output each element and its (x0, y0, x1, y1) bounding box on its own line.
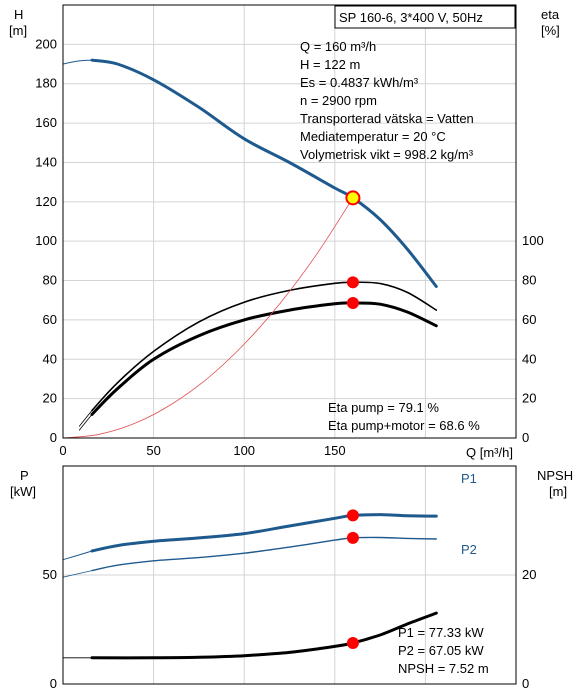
eta-total-ext-curve (78, 414, 93, 431)
bottom-left-axis-label-2: [kW] (10, 484, 36, 499)
y-left-tick-label: 200 (35, 36, 57, 51)
bottom-y-left-tick-label: 0 (50, 676, 57, 691)
operating-info: Q = 160 m³/h H = 122 m Es = 0.4837 kWh/m… (300, 39, 474, 162)
top-plot-frame (62, 4, 517, 439)
p1-series-label: P1 (461, 471, 477, 486)
head-curve (90, 58, 438, 288)
top-grid (63, 5, 516, 438)
bottom-y-right-tick-label: 20 (522, 567, 536, 582)
y-right-tick-label: 40 (522, 351, 536, 366)
x-tick-label: 0 (59, 443, 66, 458)
bottom-ticks: 0 50 0 20 (43, 567, 537, 691)
eta-pump-info: Eta pump = 79.1 % (328, 400, 439, 415)
operating-point-marker (346, 531, 359, 544)
system-curve (62, 197, 354, 439)
bottom-series (62, 509, 438, 660)
info-liquid: Transporterad vätska = Vatten (300, 111, 474, 126)
duty-point (345, 190, 361, 206)
info-flow: Q = 160 m³/h (300, 39, 376, 54)
operating-point-marker (346, 637, 359, 650)
top-left-axis-label-1: H (14, 7, 23, 22)
x-tick-label: 100 (233, 443, 255, 458)
y-left-tick-label: 40 (43, 351, 57, 366)
top-right-axis-label-2: [%] (541, 23, 560, 38)
x-axis-label: Q [m³/h] (466, 445, 513, 460)
bottom-y-left-tick-label: 50 (43, 567, 57, 582)
x-tick-label: 50 (146, 443, 160, 458)
head-ext-curve (62, 59, 93, 65)
y-left-tick-label: 20 (43, 391, 57, 406)
y-left-tick-label: 80 (43, 273, 57, 288)
y-left-tick-label: 100 (35, 233, 57, 248)
eta-pump-ext-curve (78, 410, 93, 427)
operating-point-marker (346, 296, 359, 309)
eta-total-info: Eta pump+motor = 68.6 % (328, 418, 480, 433)
eta-total-curve (90, 301, 438, 416)
info-head: H = 122 m (300, 57, 360, 72)
y-left-tick-label: 180 (35, 76, 57, 91)
operating-point-marker (346, 509, 359, 522)
p1-ext-curve (62, 550, 93, 561)
eta-pump-curve (91, 281, 438, 412)
p2-series-label: P2 (461, 542, 477, 557)
bottom-y-right-tick-label: 0 (522, 676, 529, 691)
p1-curve (90, 513, 438, 553)
y-right-tick-label: 0 (522, 430, 529, 445)
top-left-axis-label-2: [m] (9, 23, 27, 38)
y-right-tick-label: 60 (522, 312, 536, 327)
bottom-right-axis-label-1: NPSH (537, 468, 573, 483)
operating-point-marker (346, 276, 359, 289)
p2-info: P2 = 67.05 kW (398, 643, 484, 658)
npsh-info: NPSH = 7.52 m (398, 661, 489, 676)
p1-info: P1 = 77.33 kW (398, 625, 484, 640)
info-energy: Es = 0.4837 kWh/m³ (300, 75, 419, 90)
y-left-tick-label: 60 (43, 312, 57, 327)
bottom-plot-frame (62, 465, 517, 685)
top-right-axis-label-1: eta (541, 7, 560, 22)
x-tick-label: 150 (324, 443, 346, 458)
npsh-curve (90, 611, 438, 660)
y-right-tick-label: 20 (522, 391, 536, 406)
y-right-tick-label: 80 (522, 273, 536, 288)
p2-curve (91, 536, 437, 572)
y-left-tick-label: 120 (35, 194, 57, 209)
chart-title: SP 160-6, 3*400 V, 50Hz (339, 10, 483, 25)
p2-ext-curve (62, 570, 93, 578)
top-series (62, 58, 438, 439)
y-left-tick-label: 0 (50, 430, 57, 445)
y-left-tick-label: 140 (35, 154, 57, 169)
info-temperature: Mediatemperatur = 20 °C (300, 129, 446, 144)
bottom-right-axis-label-2: [m] (549, 484, 567, 499)
top-ticks: 0 50 100 150 0 20 40 60 80 100 120 140 160 180 200 0 20 4… (35, 36, 543, 458)
info-density: Volymetrisk vikt = 998.2 kg/m³ (300, 147, 474, 162)
y-right-tick-label: 100 (522, 233, 544, 248)
y-left-tick-label: 160 (35, 115, 57, 130)
info-speed: n = 2900 rpm (300, 93, 377, 108)
bottom-left-axis-label-1: P (20, 468, 29, 483)
title-box (334, 5, 516, 29)
